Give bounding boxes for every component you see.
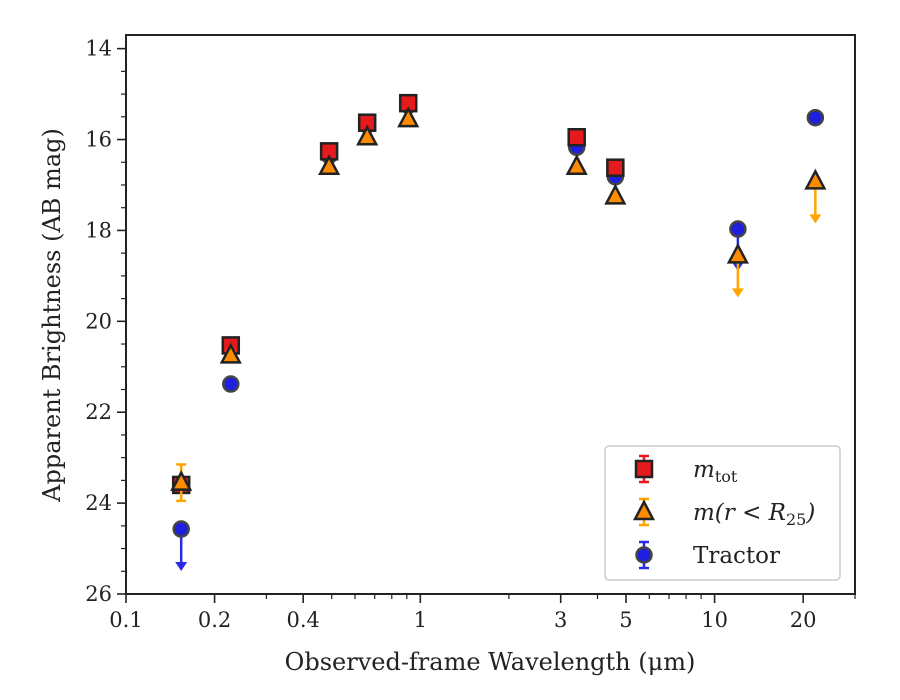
x-axis-label: Observed-frame Wavelength (μm) xyxy=(285,648,696,676)
data-point-triangle xyxy=(219,342,242,364)
data-point-triangle xyxy=(604,183,627,205)
y-tick-label: 20 xyxy=(85,309,112,333)
x-tick-label: 20 xyxy=(790,608,817,632)
x-tick-label: 0.2 xyxy=(198,608,231,632)
upper-limit-arrowhead xyxy=(731,288,744,298)
y-tick-label: 22 xyxy=(85,400,112,424)
data-point-triangle xyxy=(397,106,420,128)
x-tick-label: 0.1 xyxy=(109,608,142,632)
data-point-square xyxy=(567,128,586,147)
legend-marker-square xyxy=(634,459,654,479)
data-point-circle xyxy=(222,375,240,393)
data-point-circle xyxy=(806,108,825,127)
x-tick-label: 3 xyxy=(554,608,567,632)
x-tick-label: 0.4 xyxy=(286,608,319,632)
legend: mtot m(r < R25) Tractor xyxy=(604,445,841,581)
y-tick-label: 18 xyxy=(85,218,112,242)
legend-marker-triangle xyxy=(632,499,656,521)
upper-limit-arrowhead xyxy=(175,562,188,572)
x-tick-label: 5 xyxy=(619,608,632,632)
data-point-circle xyxy=(729,220,747,238)
x-tick-label: 10 xyxy=(701,608,728,632)
data-point-triangle xyxy=(565,154,588,176)
legend-label: m(r < R25) xyxy=(693,500,815,529)
y-tick-label: 14 xyxy=(85,37,112,61)
x-tick-label: 1 xyxy=(414,608,427,632)
upper-limit-arrowhead xyxy=(809,214,822,224)
axes-frame xyxy=(125,34,856,595)
y-tick-label: 26 xyxy=(85,582,112,606)
legend-box xyxy=(604,445,841,581)
y-axis-label: Apparent Brightness (AB mag) xyxy=(38,128,66,503)
legend-label: mtot xyxy=(693,457,738,486)
data-point-triangle xyxy=(170,469,193,491)
data-point-triangle xyxy=(318,154,341,176)
y-tick-label: 24 xyxy=(85,491,112,515)
data-point-square xyxy=(606,158,625,177)
plot-area: 0.1 0.2 0.4 1 3 5 10 20 14 16 18 20 22 24 26 xyxy=(85,34,856,632)
data-point-triangle xyxy=(726,242,749,264)
data-point-triangle xyxy=(356,124,379,146)
data-point-triangle xyxy=(804,168,827,190)
legend-label: Tractor xyxy=(693,543,780,569)
legend-marker-circle xyxy=(635,546,653,564)
data-point-circle xyxy=(172,520,190,538)
y-tick-label: 16 xyxy=(85,128,112,152)
